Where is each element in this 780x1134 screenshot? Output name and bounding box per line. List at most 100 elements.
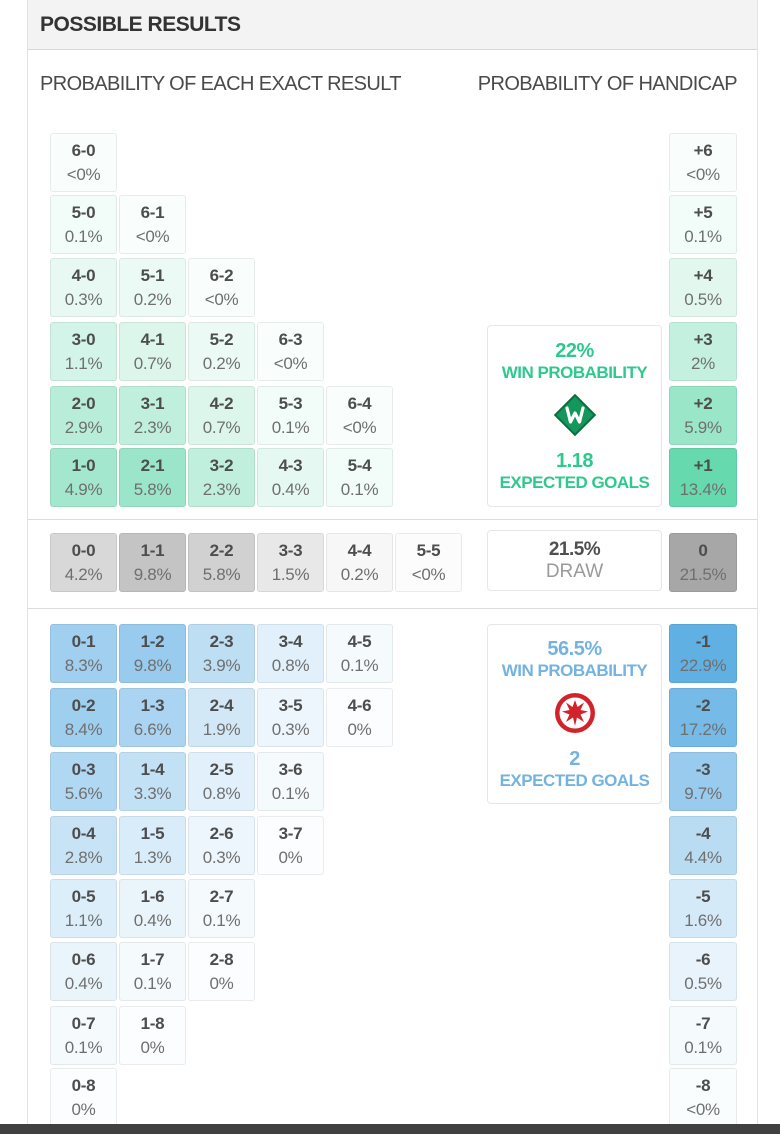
score-label: 0-4: [71, 823, 96, 843]
score-label: 0-7: [71, 1013, 96, 1033]
probability-label: 9.8%: [133, 655, 172, 675]
probability-label: 0.3%: [64, 289, 103, 309]
result-cell-6-4: 6-4 <0%: [326, 386, 393, 445]
score-label: 0-3: [71, 759, 96, 779]
result-cell-1-0: 1-0 4.9%: [50, 448, 117, 507]
score-label: -1: [695, 631, 711, 651]
probability-label: 0%: [71, 1099, 96, 1119]
result-cell-5-2: 5-2 0.2%: [188, 322, 255, 381]
probability-label: 0.7%: [133, 353, 172, 373]
score-label: 4-2: [209, 393, 234, 413]
score-label: 3-1: [140, 393, 165, 413]
probability-label: 0.3%: [271, 719, 310, 739]
handicap-cell-+5: +5 0.1%: [669, 195, 737, 254]
result-cell-2-6: 2-6 0.3%: [188, 816, 255, 875]
probability-label: 1.1%: [64, 910, 103, 930]
result-cell-4-0: 4-0 0.3%: [50, 258, 117, 317]
score-label: -2: [695, 695, 711, 715]
probability-label: 5.8%: [202, 564, 241, 584]
probability-label: <0%: [273, 353, 308, 373]
probability-label: 0.2%: [133, 289, 172, 309]
result-cell-3-1: 3-1 2.3%: [119, 386, 186, 445]
result-cell-0-6: 0-6 0.4%: [50, 942, 117, 1001]
result-cell-4-3: 4-3 0.4%: [257, 448, 324, 507]
away-expected-goals-value: 2: [569, 747, 580, 770]
handicap-cell-+1: +1 13.4%: [669, 448, 737, 507]
probability-label: 0.1%: [684, 226, 722, 246]
probability-label: <0%: [135, 226, 170, 246]
probability-label: 0.5%: [684, 973, 722, 993]
score-label: 3-2: [209, 455, 234, 475]
handicap-cell--6: -6 0.5%: [669, 942, 737, 1001]
separator-bottom: [28, 608, 757, 609]
probability-label: 0.1%: [684, 1037, 722, 1057]
result-cell-0-3: 0-3 5.6%: [50, 752, 117, 811]
footer-bar: [0, 1124, 780, 1134]
result-cell-3-4: 3-4 0.8%: [257, 624, 324, 683]
score-label: 4-4: [347, 540, 372, 560]
score-label: +2: [693, 393, 713, 413]
probability-label: 2.8%: [64, 847, 103, 867]
probability-label: 4.4%: [684, 847, 722, 867]
probability-label: 0.1%: [64, 1037, 103, 1057]
probability-label: <0%: [686, 1099, 720, 1119]
result-cell-1-7: 1-7 0.1%: [119, 942, 186, 1001]
score-label: 5-2: [209, 329, 234, 349]
result-cell-4-6: 4-6 0%: [326, 688, 393, 747]
handicap-cell--4: -4 4.4%: [669, 816, 737, 875]
handicap-cell--7: -7 0.1%: [669, 1006, 737, 1065]
probability-label: 1.5%: [271, 564, 310, 584]
probability-label: <0%: [411, 564, 446, 584]
score-label: 2-6: [209, 823, 234, 843]
draw-label: DRAW: [545, 560, 604, 582]
probability-label: 1.1%: [64, 353, 103, 373]
handicap-cell--3: -3 9.7%: [669, 752, 737, 811]
result-cell-6-0: 6-0 <0%: [50, 133, 117, 192]
result-cell-3-3: 3-3 1.5%: [257, 533, 324, 592]
probability-label: 0.5%: [684, 289, 722, 309]
score-label: 2-5: [209, 759, 234, 779]
panel-left-border: [27, 0, 28, 1134]
result-cell-1-8: 1-8 0%: [119, 1006, 186, 1065]
result-cell-2-4: 2-4 1.9%: [188, 688, 255, 747]
probability-label: <0%: [204, 289, 239, 309]
result-cell-0-5: 0-5 1.1%: [50, 879, 117, 938]
away-win-summary: 56.5% WIN PROBABILITY 2 EXPECTED GOALS: [487, 624, 662, 804]
result-cell-0-7: 0-7 0.1%: [50, 1006, 117, 1065]
score-label: -5: [695, 886, 711, 906]
probability-label: 0.1%: [133, 973, 172, 993]
result-cell-6-2: 6-2 <0%: [188, 258, 255, 317]
score-label: 0-5: [71, 886, 96, 906]
result-cell-3-2: 3-2 2.3%: [188, 448, 255, 507]
result-cell-2-5: 2-5 0.8%: [188, 752, 255, 811]
score-label: -7: [695, 1013, 711, 1033]
score-label: 1-1: [140, 540, 165, 560]
score-label: 5-0: [71, 202, 96, 222]
probability-label: 4.2%: [64, 564, 103, 584]
result-cell-4-5: 4-5 0.1%: [326, 624, 393, 683]
score-label: 2-4: [209, 695, 234, 715]
handicap-cell--8: -8 <0%: [669, 1068, 737, 1127]
probability-label: 1.9%: [202, 719, 241, 739]
probability-label: 0.1%: [64, 226, 103, 246]
probability-label: 0.1%: [202, 910, 241, 930]
score-label: 1-7: [140, 949, 165, 969]
score-label: 6-4: [347, 393, 372, 413]
score-label: 5-1: [140, 265, 165, 285]
probability-label: 5.9%: [684, 417, 722, 437]
score-label: 2-7: [209, 886, 234, 906]
handicap-cell-+3: +3 2%: [669, 322, 737, 381]
score-label: 1-8: [140, 1013, 165, 1033]
score-label: +4: [693, 265, 713, 285]
score-label: 5-5: [416, 540, 441, 560]
score-label: 1-6: [140, 886, 165, 906]
score-label: +6: [693, 140, 713, 160]
probability-label: 0%: [140, 1037, 165, 1057]
result-cell-1-3: 1-3 6.6%: [119, 688, 186, 747]
score-label: 6-1: [140, 202, 165, 222]
probability-label: 22.9%: [679, 655, 727, 675]
result-cell-0-2: 0-2 8.4%: [50, 688, 117, 747]
result-cell-4-1: 4-1 0.7%: [119, 322, 186, 381]
handicap-cell-+4: +4 0.5%: [669, 258, 737, 317]
probability-label: 8.3%: [64, 655, 103, 675]
